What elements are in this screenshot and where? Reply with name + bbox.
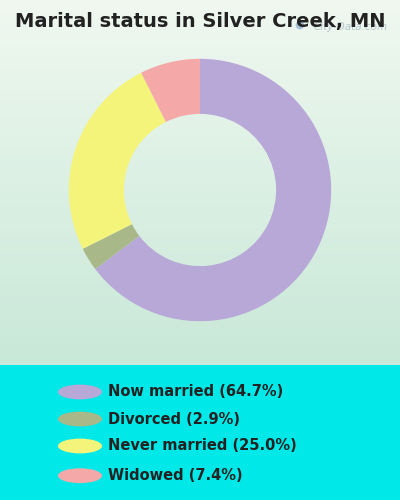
- Wedge shape: [141, 59, 200, 122]
- Circle shape: [58, 412, 102, 426]
- Text: City-Data.com: City-Data.com: [314, 22, 388, 32]
- Text: Marital status in Silver Creek, MN: Marital status in Silver Creek, MN: [15, 12, 385, 32]
- Circle shape: [58, 384, 102, 400]
- Circle shape: [58, 468, 102, 483]
- Text: Divorced (2.9%): Divorced (2.9%): [108, 412, 240, 426]
- Text: ●: ●: [294, 20, 304, 30]
- Text: Never married (25.0%): Never married (25.0%): [108, 438, 297, 454]
- Text: Now married (64.7%): Now married (64.7%): [108, 384, 283, 400]
- Text: Widowed (7.4%): Widowed (7.4%): [108, 468, 243, 483]
- Wedge shape: [69, 72, 166, 249]
- Wedge shape: [95, 59, 331, 321]
- Wedge shape: [83, 224, 139, 269]
- Circle shape: [58, 438, 102, 454]
